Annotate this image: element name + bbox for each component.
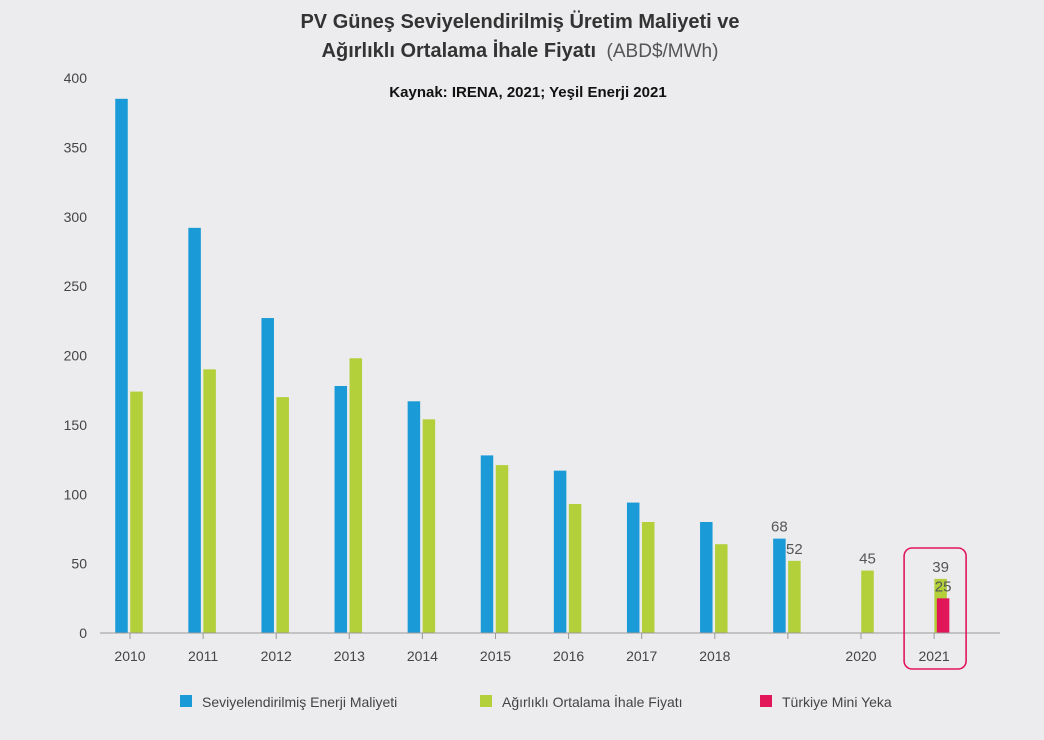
highlight-2021 bbox=[903, 547, 967, 670]
bar bbox=[203, 369, 216, 633]
x-tick-label: 2011 bbox=[188, 648, 218, 664]
chart-title-line2-main: Ağırlıklı Ortalama İhale Fiyatı bbox=[322, 39, 597, 62]
bar bbox=[773, 538, 786, 633]
x-tick-label: 2018 bbox=[699, 648, 730, 664]
y-tick-label: 350 bbox=[64, 139, 88, 155]
x-tick-label: 2021 bbox=[919, 648, 950, 664]
y-axis: 0 50 100 150 200 250 300 350 400 bbox=[64, 70, 88, 641]
legend: Seviyelendirilmiş Enerji Maliyeti Ağırlık… bbox=[180, 693, 892, 710]
data-label: 25 bbox=[935, 578, 952, 595]
data-label: 68 bbox=[771, 519, 788, 536]
bar bbox=[715, 544, 728, 633]
y-tick-label: 300 bbox=[64, 209, 88, 225]
legend-swatch bbox=[180, 695, 192, 707]
bar bbox=[334, 386, 348, 633]
y-tick-label: 200 bbox=[64, 348, 88, 364]
highlight-box bbox=[903, 547, 967, 670]
x-tick-label: 2013 bbox=[334, 648, 365, 664]
x-tick-label: 2014 bbox=[407, 648, 438, 664]
bar bbox=[553, 470, 567, 633]
x-tick-label: 2017 bbox=[626, 648, 657, 664]
bar bbox=[407, 401, 421, 633]
bar bbox=[115, 98, 128, 633]
data-label: 52 bbox=[786, 541, 803, 558]
bar bbox=[130, 391, 143, 633]
legend-label: Ağırlıklı Ortalama İhale Fiyatı bbox=[502, 693, 683, 710]
bars bbox=[115, 98, 950, 633]
bar bbox=[861, 570, 874, 633]
bar bbox=[188, 227, 201, 633]
data-label: 39 bbox=[932, 559, 949, 576]
x-tick-label: 2010 bbox=[114, 648, 145, 664]
y-tick-label: 100 bbox=[64, 486, 88, 502]
y-tick-label: 50 bbox=[71, 556, 87, 572]
chart-source: Kaynak: IRENA, 2021; Yeşil Enerji 2021 bbox=[389, 84, 666, 101]
bar bbox=[261, 318, 274, 633]
x-tick-label: 2020 bbox=[845, 648, 876, 664]
legend-swatch bbox=[480, 695, 492, 707]
y-tick-label: 250 bbox=[64, 278, 88, 294]
x-axis: 2010 2011 2012 2013 2014 2015 2016 2017 2018 2020… bbox=[100, 632, 1000, 664]
data-labels: 68 52 45 39 25 bbox=[771, 519, 951, 596]
chart-title-line2: Ağırlıklı Ortalama İhale Fiyatı (ABD$/MW… bbox=[322, 39, 719, 62]
bar bbox=[936, 598, 950, 633]
y-tick-label: 400 bbox=[64, 70, 88, 86]
bar bbox=[495, 465, 509, 633]
y-tick-label: 0 bbox=[79, 625, 87, 641]
bar bbox=[568, 503, 582, 633]
bar bbox=[480, 455, 494, 633]
bar bbox=[788, 560, 801, 633]
bar bbox=[422, 419, 436, 633]
x-tick-label: 2015 bbox=[480, 648, 511, 664]
x-tick-label: 2016 bbox=[553, 648, 584, 664]
legend-swatch bbox=[760, 695, 772, 707]
bar bbox=[626, 502, 640, 633]
bar bbox=[641, 522, 655, 633]
bar bbox=[276, 397, 289, 633]
y-tick-label: 150 bbox=[64, 417, 88, 433]
chart-title-line1: PV Güneş Seviyelendirilmiş Üretim Maliye… bbox=[300, 10, 739, 33]
bar bbox=[349, 358, 363, 633]
x-tick-label: 2012 bbox=[261, 648, 292, 664]
legend-label: Seviyelendirilmiş Enerji Maliyeti bbox=[202, 694, 397, 710]
legend-label: Türkiye Mini Yeka bbox=[782, 694, 892, 710]
data-label: 45 bbox=[859, 551, 876, 568]
chart-title-unit: (ABD$/MWh) bbox=[607, 41, 719, 62]
bar bbox=[700, 522, 713, 633]
